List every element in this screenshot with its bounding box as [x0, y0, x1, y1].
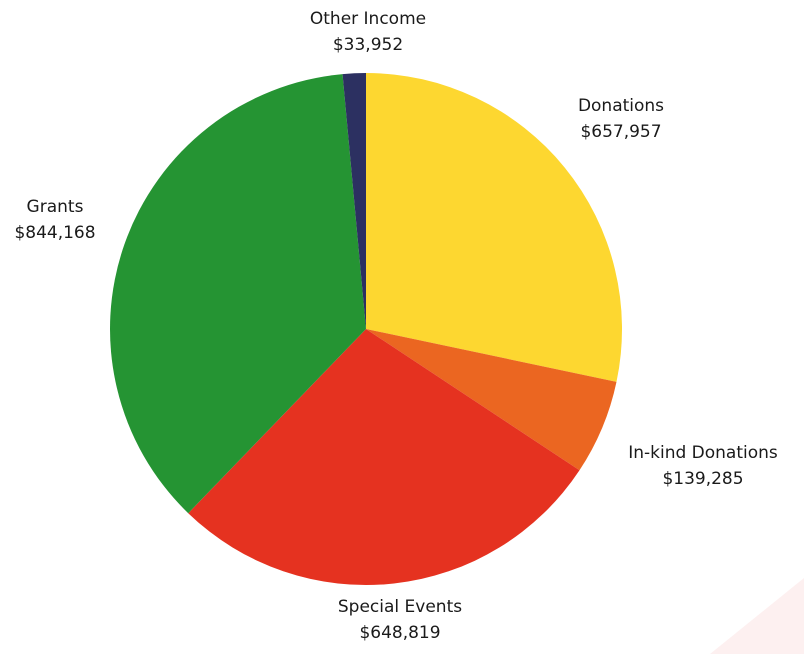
slice-value: $648,819 — [359, 623, 441, 644]
slice-value: $844,168 — [14, 223, 96, 244]
slice-label-donations: Donations $657,957 — [536, 93, 706, 146]
slice-value: $657,957 — [580, 122, 662, 143]
slice-name: Special Events — [337, 597, 463, 617]
slice-name: Grants — [26, 197, 84, 217]
slice-label-in-kind-donations: In-kind Donations $139,285 — [593, 440, 804, 493]
slice-value: $33,952 — [332, 35, 404, 56]
slice-label-special-events: Special Events $648,819 — [305, 594, 495, 647]
pie-slice-donations — [366, 73, 623, 382]
slice-label-grants: Grants $844,168 — [0, 194, 130, 247]
pie-slice-in-kind-donations — [366, 329, 617, 471]
pie-slice-special-events — [188, 329, 580, 586]
slice-name: Donations — [577, 96, 665, 116]
pie-slice-grants — [110, 74, 366, 514]
slice-label-other-income: Other Income $33,952 — [268, 6, 468, 59]
pie-slice-other-income — [342, 73, 366, 329]
slice-name: In-kind Donations — [628, 443, 778, 463]
slice-name: Other Income — [309, 9, 427, 29]
slice-value: $139,285 — [662, 469, 744, 490]
